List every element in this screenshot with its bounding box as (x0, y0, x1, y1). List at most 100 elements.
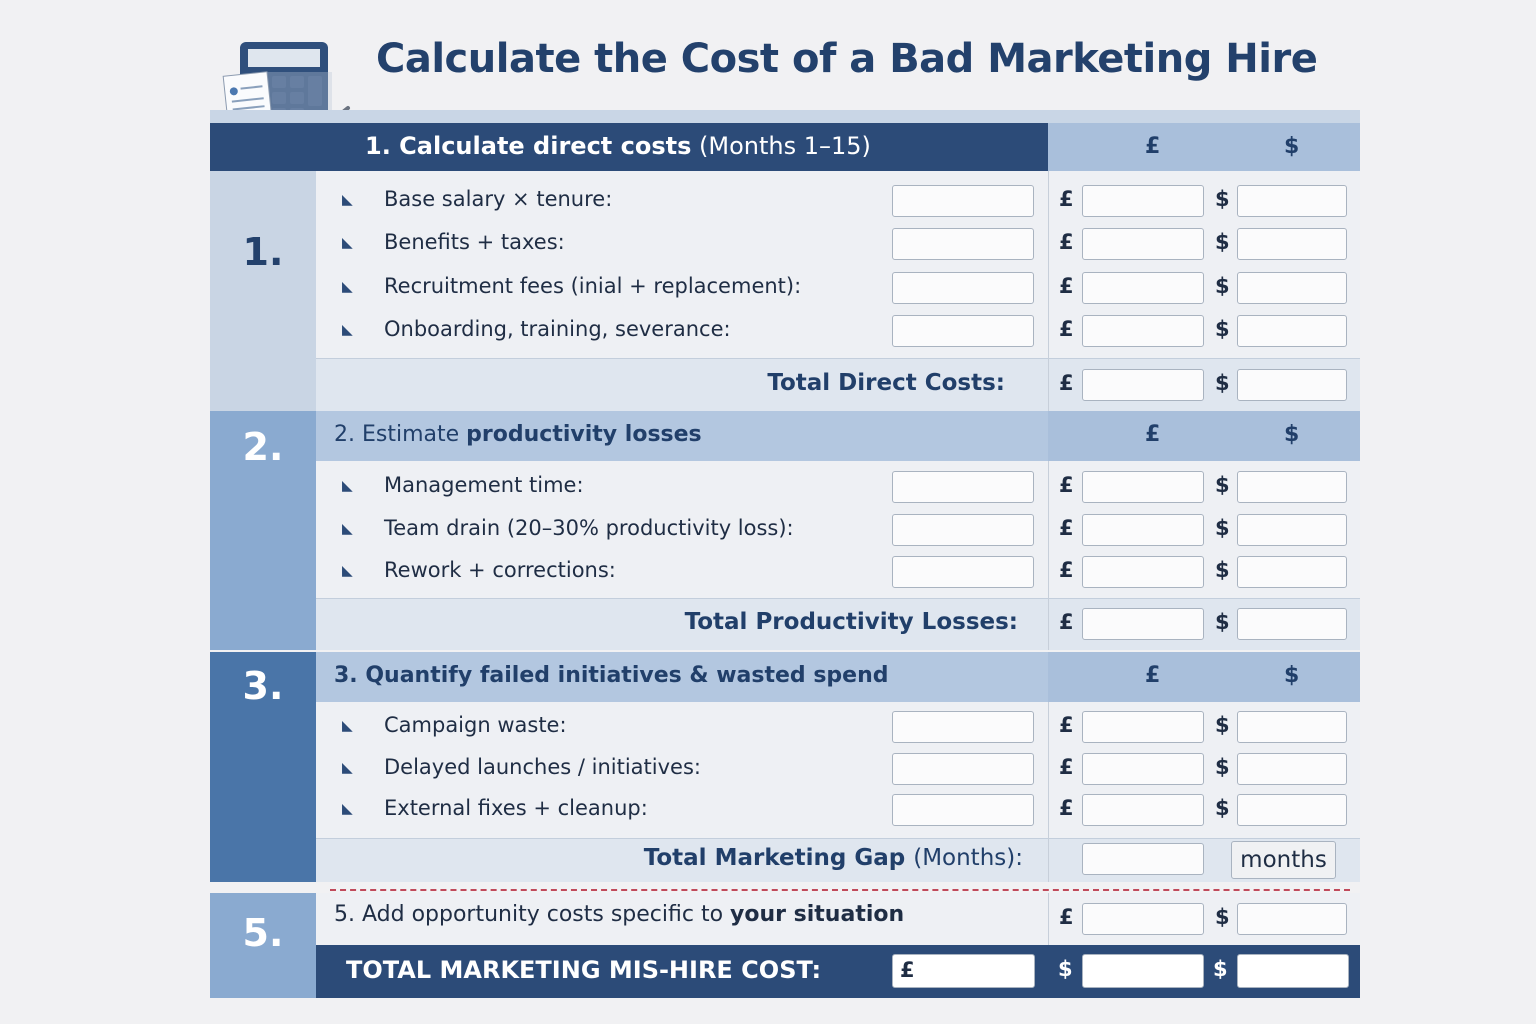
line-item-gbp-input[interactable] (1082, 272, 1204, 304)
section-total-gbp-input[interactable] (1082, 608, 1204, 640)
line-item-usd-input[interactable] (1237, 556, 1347, 588)
bullet-icon: ◣ (342, 192, 353, 208)
bullet-icon: ◣ (342, 322, 353, 338)
line-item-usd-input[interactable] (1237, 315, 1347, 347)
line-item-amount-input[interactable] (892, 185, 1034, 217)
line-item-usd-symbol: $ (1215, 558, 1230, 582)
section-3-number: 3. (242, 664, 284, 708)
opportunity-cost-usd-input[interactable] (1237, 903, 1347, 935)
opportunity-cost-gbp-input[interactable] (1082, 903, 1204, 935)
line-item-gbp-input[interactable] (1082, 315, 1204, 347)
section-3-currency-header (1048, 652, 1360, 702)
line-item-gbp-input[interactable] (1082, 711, 1204, 743)
line-item-usd-symbol: $ (1215, 187, 1230, 211)
section-1-number-column (210, 171, 316, 411)
line-item-amount-input[interactable] (892, 753, 1034, 785)
line-item-label: Benefits + taxes: (384, 230, 565, 254)
line-item-usd-symbol: $ (1215, 473, 1230, 497)
bullet-icon: ◣ (342, 521, 353, 537)
line-item-gbp-input[interactable] (1082, 228, 1204, 260)
section-2-number: 2. (242, 425, 284, 469)
section-5-text-bold: your situation (730, 902, 905, 927)
bullet-icon: ◣ (342, 760, 353, 776)
opportunity-cost-gbp-symbol: £ (1059, 905, 1074, 929)
line-item-usd-symbol: $ (1215, 317, 1230, 341)
section-total-gbp-symbol: £ (1059, 370, 1074, 395)
section-total-usd-symbol: $ (1215, 610, 1230, 634)
section-3-title: 3. Quantify failed initiatives & wasted … (334, 663, 889, 688)
section-total-usd-input[interactable] (1237, 608, 1347, 640)
opportunity-cost-usd-symbol: $ (1215, 905, 1230, 929)
line-item-gbp-symbol: £ (1059, 516, 1074, 540)
line-item-amount-input[interactable] (892, 711, 1034, 743)
line-item-amount-input[interactable] (892, 514, 1034, 546)
bullet-icon: ◣ (342, 279, 353, 295)
line-item-label: Base salary × tenure: (384, 187, 613, 211)
section-3-total-label: Total Marketing Gap (Months): (644, 845, 1023, 871)
total-label-suffix: (Months): (913, 845, 1023, 871)
section-1-header (210, 123, 1048, 171)
section-5-text: 5. Add opportunity costs specific to (334, 902, 724, 927)
section-3-header (316, 652, 1048, 702)
line-item-gbp-input[interactable] (1082, 185, 1204, 217)
section-total-usd-symbol: $ (1215, 370, 1230, 395)
line-item-usd-symbol: $ (1215, 796, 1230, 820)
column-divider (1048, 461, 1049, 650)
bullet-icon: ◣ (342, 718, 353, 734)
line-item-amount-input[interactable] (892, 315, 1034, 347)
section-5-title: 5. Add opportunity costs specific to you… (334, 902, 904, 927)
line-item-label: Delayed launches / initiatives: (384, 755, 701, 779)
line-item-usd-input[interactable] (1237, 185, 1347, 217)
line-item-usd-symbol: $ (1215, 274, 1230, 298)
grand-total-usd-input-1[interactable] (1082, 954, 1204, 988)
line-item-gbp-input[interactable] (1082, 471, 1204, 503)
marketing-gap-months-input[interactable] (1082, 843, 1204, 875)
line-item-amount-input[interactable] (892, 556, 1034, 588)
bullet-icon: ◣ (342, 235, 353, 251)
line-item-usd-input[interactable] (1237, 753, 1347, 785)
gbp-column-header: £ (1145, 134, 1161, 159)
line-item-label: Rework + corrections: (384, 558, 616, 582)
line-item-gbp-input[interactable] (1082, 514, 1204, 546)
line-item-usd-input[interactable] (1237, 228, 1347, 260)
line-item-usd-symbol: $ (1215, 516, 1230, 540)
section-total-gbp-symbol: £ (1059, 610, 1074, 634)
line-item-amount-input[interactable] (892, 272, 1034, 304)
months-unit-label: months (1231, 841, 1336, 879)
section-5-number: 5. (242, 911, 284, 955)
line-item-amount-input[interactable] (892, 471, 1034, 503)
line-item-gbp-symbol: £ (1059, 230, 1074, 254)
column-divider (1048, 171, 1049, 411)
line-item-amount-input[interactable] (892, 228, 1034, 260)
line-item-gbp-input[interactable] (1082, 556, 1204, 588)
gbp-column-header: £ (1145, 663, 1161, 688)
line-item-label: Recruitment fees (inial + replacement): (384, 274, 802, 298)
line-item-gbp-symbol: £ (1059, 317, 1074, 341)
line-item-usd-input[interactable] (1237, 514, 1347, 546)
line-item-label: Team drain (20–30% productivity loss): (384, 516, 794, 540)
section-total-usd-input[interactable] (1237, 368, 1347, 401)
section-2-header (316, 411, 1048, 461)
line-item-gbp-input[interactable] (1082, 753, 1204, 785)
line-item-usd-symbol: $ (1215, 713, 1230, 737)
line-item-usd-input[interactable] (1237, 272, 1347, 304)
section-title-bold: productivity losses (466, 422, 702, 447)
line-item-amount-input[interactable] (892, 794, 1034, 826)
grand-total-gbp-input[interactable] (892, 954, 1035, 988)
usd-column-header: $ (1284, 422, 1300, 447)
section-1-title: 1. Calculate direct costs (Months 1–15) (365, 132, 871, 160)
section-total-gbp-input[interactable] (1082, 368, 1204, 401)
line-item-gbp-symbol: £ (1059, 473, 1074, 497)
grand-total-label: TOTAL MARKETING MIS-HIRE COST: (346, 956, 822, 984)
grand-total-usd-input-2[interactable] (1237, 954, 1349, 988)
line-item-gbp-input[interactable] (1082, 794, 1204, 826)
section-2-currency-header (1048, 411, 1360, 461)
section-2-title: 2. Estimate productivity losses (334, 422, 702, 447)
line-item-usd-input[interactable] (1237, 471, 1347, 503)
line-item-usd-input[interactable] (1237, 794, 1347, 826)
line-item-usd-input[interactable] (1237, 711, 1347, 743)
section-title-suffix: (Months 1–15) (699, 132, 871, 160)
line-item-label: Campaign waste: (384, 713, 567, 737)
usd-symbol: $ (1058, 957, 1073, 981)
section-title-prefix: 2. Estimate (334, 422, 460, 447)
